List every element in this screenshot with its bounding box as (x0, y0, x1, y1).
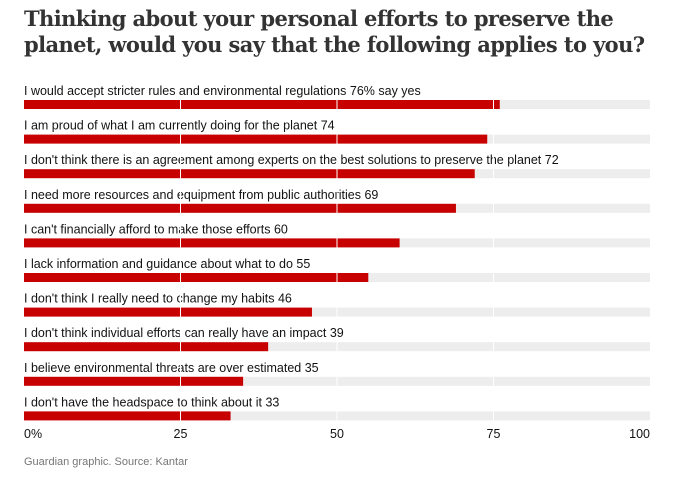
value-label: 35 (305, 361, 319, 375)
value-label: 76% say yes (350, 84, 421, 98)
category-label: I don't have the headspace to think abou… (24, 395, 265, 409)
category-label: I believe environmental threats are over… (24, 361, 305, 375)
category-label: I lack information and guidance about wh… (24, 257, 296, 271)
bar (24, 238, 400, 248)
bar-label: I believe environmental threats are over… (24, 361, 319, 375)
value-label: 72 (545, 153, 559, 167)
x-tick-label: 25 (174, 427, 188, 441)
value-label: 33 (265, 395, 279, 409)
category-label: I need more resources and equipment from… (24, 188, 364, 202)
value-label: 74 (321, 119, 335, 133)
value-label: 46 (278, 292, 292, 306)
chart-title: Thinking about your personal efforts to … (24, 6, 645, 57)
bar-label: I would accept stricter rules and enviro… (24, 84, 421, 98)
category-label: I don't think I really need to change my… (24, 292, 278, 306)
bar (24, 169, 475, 179)
bar-label: I don't think individual efforts can rea… (24, 326, 344, 340)
x-tick-label: 50 (330, 427, 344, 441)
category-label: I don't think individual efforts can rea… (24, 326, 330, 340)
category-label: I would accept stricter rules and enviro… (24, 84, 350, 98)
x-tick-label: 0% (24, 427, 42, 441)
bar-label: I need more resources and equipment from… (24, 188, 378, 202)
x-tick-label: 100 (629, 427, 650, 441)
category-label: I can't financially afford to make those… (24, 222, 274, 236)
x-tick-label: 75 (487, 427, 501, 441)
bar (24, 203, 456, 213)
bar-label: I lack information and guidance about wh… (24, 257, 310, 271)
bar-label: I am proud of what I am currently doing … (24, 119, 335, 133)
bar-label: I can't financially afford to make those… (24, 222, 288, 236)
bar (24, 307, 312, 317)
source-note: Guardian graphic. Source: Kantar (24, 456, 188, 468)
bar (24, 100, 500, 109)
bar (24, 134, 488, 144)
category-label: I am proud of what I am currently doing … (24, 119, 321, 133)
bar-label: I don't think I really need to change my… (24, 292, 292, 306)
bar (24, 273, 369, 282)
bar (24, 342, 269, 352)
value-label: 69 (364, 188, 378, 202)
value-label: 60 (274, 222, 288, 236)
category-label: I don't think there is an agreement amon… (24, 153, 545, 167)
bar-label: I don't have the headspace to think abou… (24, 395, 279, 409)
bar (24, 376, 244, 386)
value-label: 55 (296, 257, 310, 271)
bar-label: I don't think there is an agreement amon… (24, 153, 559, 167)
bar (24, 411, 231, 421)
